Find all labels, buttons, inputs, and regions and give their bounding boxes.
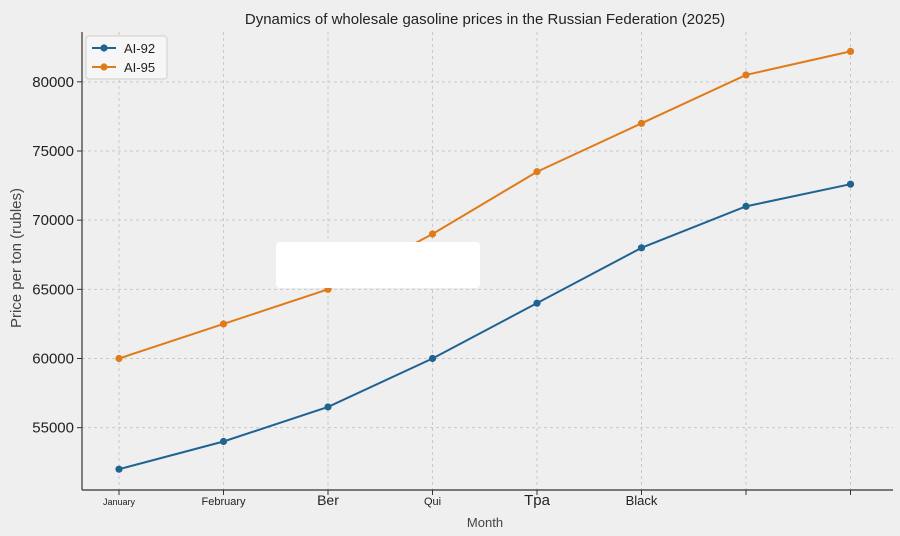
y-tick-label: 70000 xyxy=(32,212,74,229)
data-point-ai-92 xyxy=(219,437,228,446)
data-point-ai-92 xyxy=(742,202,750,210)
x-tick-label: Black xyxy=(626,493,658,508)
data-point-ai-92 xyxy=(324,403,332,411)
y-tick-label: 75000 xyxy=(32,143,74,160)
data-point-ai-95 xyxy=(637,119,646,127)
chart-title: Dynamics of wholesale gasoline prices in… xyxy=(245,11,725,28)
x-tick-label: Qui xyxy=(424,496,441,508)
series-line-ai-95 xyxy=(118,50,851,360)
legend-label: AI-95 xyxy=(124,60,155,75)
legend-swatch-marker xyxy=(100,63,108,71)
y-tick-label: 60000 xyxy=(32,351,74,368)
data-point-ai-92 xyxy=(533,299,541,307)
data-point-ai-92 xyxy=(846,180,855,188)
y-tick-label: 65000 xyxy=(32,281,74,298)
axes xyxy=(81,32,893,491)
data-point-ai-95 xyxy=(428,230,437,238)
x-tick-label: Tpa xyxy=(524,492,551,509)
x-tick-label: January xyxy=(103,497,136,507)
data-point-ai-95 xyxy=(846,47,855,56)
legend-swatch-marker xyxy=(100,44,108,52)
data-point-ai-95 xyxy=(115,354,123,363)
data-point-ai-95 xyxy=(533,168,541,176)
data-point-ai-92 xyxy=(637,244,646,252)
series-group xyxy=(115,47,855,473)
x-tick-label: February xyxy=(201,496,246,508)
data-point-ai-95 xyxy=(219,320,228,328)
legend-label: AI-92 xyxy=(124,41,155,56)
series-line-ai-92 xyxy=(118,183,851,471)
x-ticks: January February Ber Qui Tpa Black xyxy=(103,490,851,509)
data-point-ai-92 xyxy=(428,354,437,363)
x-tick-label: Ber xyxy=(317,492,339,508)
data-point-ai-92 xyxy=(115,465,123,473)
y-tick-label: 80000 xyxy=(32,74,74,91)
overlay-box xyxy=(276,242,480,288)
x-axis-label: Month xyxy=(467,515,503,530)
data-point-ai-95 xyxy=(742,71,750,79)
y-tick-label: 55000 xyxy=(32,420,74,437)
y-ticks: 55000 60000 65000 70000 75000 80000 xyxy=(32,74,82,437)
y-axis-label: Price per ton (rubles) xyxy=(8,188,25,328)
legend: AI-92 AI-95 xyxy=(85,35,168,80)
